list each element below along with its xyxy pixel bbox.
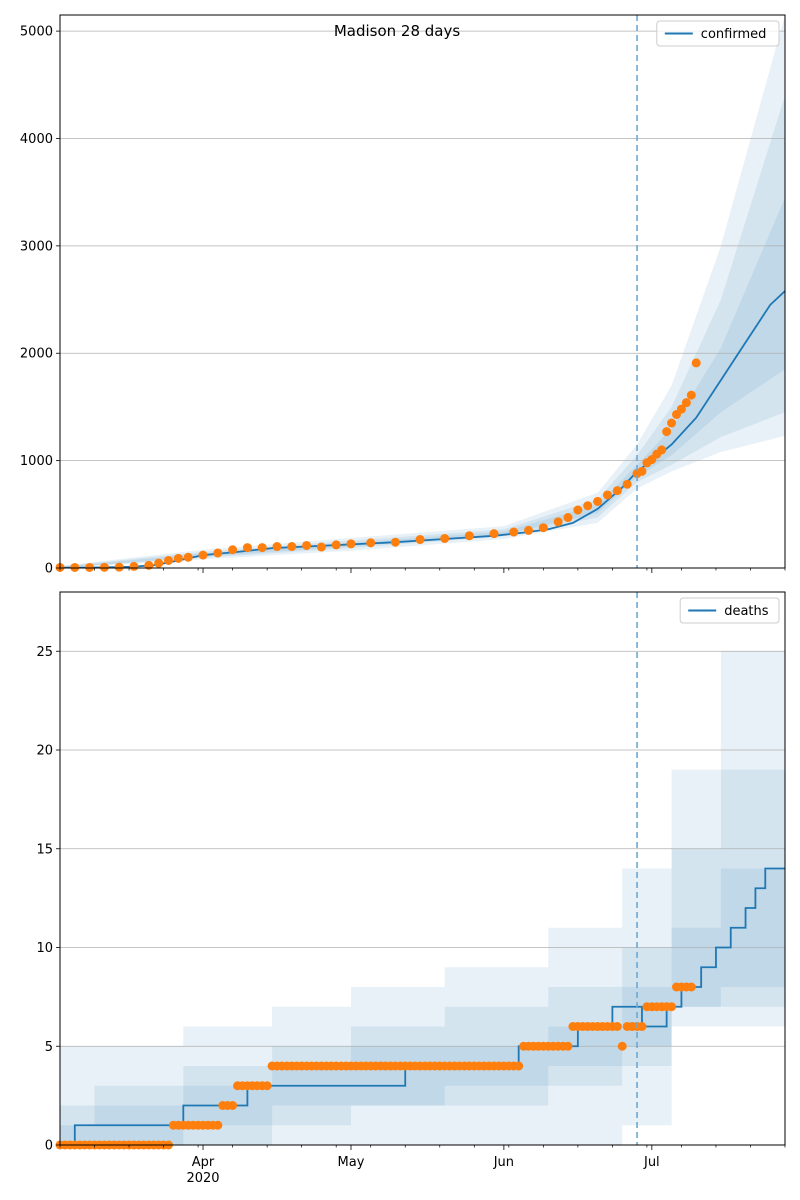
- observed-point: [657, 445, 667, 455]
- observed-point: [213, 548, 223, 558]
- observed-point: [583, 501, 593, 511]
- observed-point: [316, 542, 326, 552]
- y-tick-label: 5000: [20, 25, 53, 40]
- observed-point: [242, 543, 252, 553]
- deaths-axes-frame: [59, 591, 786, 1146]
- observed-point: [686, 390, 696, 400]
- confirmed-axes-frame: [59, 14, 786, 569]
- confirmed-observed-series: [55, 358, 701, 572]
- observed-point: [198, 550, 208, 560]
- legend-box: [656, 20, 780, 47]
- observed-point: [70, 562, 80, 572]
- observed-point: [662, 427, 672, 437]
- y-tick-label: 25: [36, 645, 53, 660]
- observed-point: [489, 529, 499, 539]
- observed-point: [114, 562, 124, 572]
- y-tick-label: 10: [36, 941, 53, 956]
- confirmed-y-ticks: 0 1000 2000 3000 4000 5000: [20, 25, 60, 577]
- legend-box: [679, 597, 780, 624]
- observed-point: [691, 358, 701, 368]
- observed-point: [573, 505, 583, 515]
- observed-point: [524, 525, 534, 535]
- confirmed-x-ticks: [59, 568, 786, 573]
- deaths-y-ticks: 0 5 10 15 20 25: [36, 645, 60, 1154]
- observed-point: [129, 561, 139, 571]
- observed-point: [213, 1120, 223, 1130]
- observed-point: [99, 562, 109, 572]
- observed-point: [563, 513, 573, 523]
- observed-point: [164, 555, 174, 565]
- observed-point: [509, 527, 519, 537]
- observed-point: [637, 466, 647, 476]
- uncertainty-band-0: [60, 592, 785, 1145]
- observed-point: [612, 1022, 622, 1031]
- legend-entry-deaths: deaths: [724, 604, 769, 619]
- y-tick-label: 4000: [20, 132, 53, 147]
- observed-point: [262, 1081, 272, 1091]
- deaths-observed-series: [55, 982, 696, 1150]
- observed-point: [593, 496, 603, 506]
- x-tick-label: May: [338, 1155, 365, 1170]
- observed-point: [331, 540, 341, 550]
- observed-point: [415, 535, 425, 545]
- observed-point: [173, 553, 183, 563]
- confirmed-legend: confirmed: [656, 20, 780, 47]
- observed-point: [676, 404, 686, 414]
- observed-point: [681, 398, 691, 408]
- observed-point: [637, 1022, 647, 1031]
- chart-title: Madison 28 days: [334, 22, 461, 40]
- x-tick-label: Apr: [192, 1155, 215, 1170]
- y-tick-label: 3000: [20, 239, 53, 254]
- y-tick-label: 20: [36, 744, 53, 759]
- deaths-legend: deaths: [679, 597, 780, 624]
- observed-point: [440, 533, 450, 543]
- observed-point: [612, 486, 622, 496]
- observed-point: [257, 543, 267, 553]
- observed-point: [667, 1002, 677, 1012]
- confirmed-panel: 0 1000 2000 3000 4000 5000 Madison 28 days co…: [20, 14, 786, 577]
- observed-point: [302, 540, 312, 550]
- observed-point: [553, 517, 563, 527]
- deaths-panel: 0 5 10 15 20 25 Apr May Jun Jul 2020 deaths: [36, 591, 786, 1186]
- deaths-x-ticks: Apr May Jun Jul: [59, 1145, 786, 1170]
- observed-point: [346, 539, 356, 549]
- observed-point: [183, 552, 193, 562]
- y-tick-label: 0: [45, 562, 53, 577]
- observed-point: [366, 538, 376, 548]
- x-tick-label: Jul: [643, 1155, 660, 1170]
- observed-point: [617, 1041, 627, 1051]
- y-tick-label: 2000: [20, 347, 53, 362]
- observed-point: [272, 542, 282, 552]
- x-tick-label: Jun: [493, 1155, 514, 1170]
- observed-point: [602, 490, 612, 500]
- observed-point: [563, 1041, 573, 1051]
- uncertainty-band-1: [60, 651, 785, 1145]
- observed-point: [514, 1061, 524, 1071]
- observed-point: [667, 418, 677, 428]
- uncertainty-band-2: [60, 769, 785, 1145]
- y-tick-label: 5: [45, 1040, 53, 1055]
- observed-point: [85, 562, 95, 572]
- y-tick-label: 0: [45, 1139, 53, 1154]
- observed-point: [228, 1101, 238, 1110]
- x-year-label: 2020: [186, 1171, 219, 1186]
- observed-point: [390, 537, 400, 547]
- observed-point: [622, 479, 632, 489]
- observed-point: [464, 531, 474, 541]
- y-tick-label: 15: [36, 842, 53, 857]
- observed-point: [287, 542, 297, 552]
- y-tick-label: 1000: [20, 454, 53, 469]
- observed-point: [538, 523, 548, 533]
- deaths-bands: [60, 592, 785, 1145]
- observed-point: [228, 545, 238, 555]
- legend-entry-confirmed: confirmed: [701, 27, 767, 42]
- observed-point: [686, 982, 696, 992]
- observed-point: [154, 558, 164, 568]
